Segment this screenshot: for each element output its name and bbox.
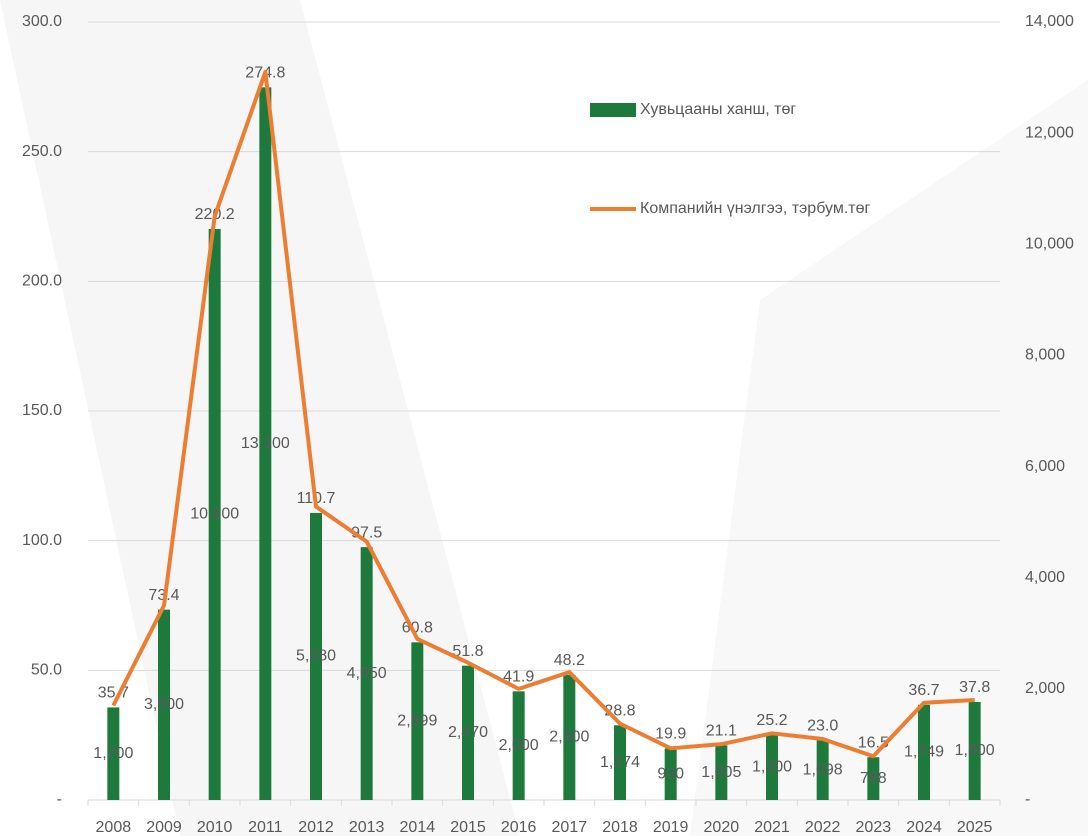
y-tick-label: 250.0 xyxy=(22,143,62,160)
line-value-label: 2,899 xyxy=(397,712,437,729)
x-tick-label: 2016 xyxy=(501,819,537,836)
bar xyxy=(158,609,170,800)
x-tick-label: 2025 xyxy=(957,819,993,836)
line-value-label: 5,280 xyxy=(296,648,336,665)
y2-tick-label: 6,000 xyxy=(1025,458,1065,475)
x-tick-label: 2018 xyxy=(602,819,638,836)
bar xyxy=(208,228,221,800)
line-value-label: 1,005 xyxy=(701,764,741,781)
bar xyxy=(411,642,424,800)
x-tick-label: 2009 xyxy=(146,819,182,836)
line-value-label: 1,800 xyxy=(955,742,995,759)
x-tick-label: 2010 xyxy=(197,819,233,836)
y-tick-label: 300.0 xyxy=(22,13,62,30)
x-tick-label: 2013 xyxy=(349,819,385,836)
bar xyxy=(462,665,474,800)
line-value-label: 10,500 xyxy=(190,506,239,523)
bar-value-label: 51.8 xyxy=(452,643,483,660)
bar xyxy=(918,704,930,800)
x-tick-label: 2017 xyxy=(552,819,588,836)
x-tick-label: 2022 xyxy=(805,819,841,836)
line-value-label: 1,749 xyxy=(904,744,944,761)
bar xyxy=(766,734,778,800)
x-tick-label: 2008 xyxy=(96,819,132,836)
bar xyxy=(107,707,120,800)
bar xyxy=(360,547,373,800)
bar xyxy=(614,725,626,800)
x-tick-label: 2024 xyxy=(906,819,942,836)
bar-value-label: 23.0 xyxy=(807,718,838,735)
bar xyxy=(563,675,576,800)
y2-tick-label: 8,000 xyxy=(1025,347,1065,364)
line-value-label: 1,098 xyxy=(803,761,843,778)
line-value-label: 2,300 xyxy=(549,729,589,746)
line-value-label: 3,500 xyxy=(144,696,184,713)
bar xyxy=(310,512,322,800)
bar-value-label: 41.9 xyxy=(503,669,534,686)
bar xyxy=(867,757,880,800)
line-value-label: 4,650 xyxy=(347,665,387,682)
x-tick-label: 2019 xyxy=(653,819,689,836)
x-tick-label: 2011 xyxy=(248,819,283,836)
bar xyxy=(715,745,728,800)
bar xyxy=(664,748,677,800)
y-tick-label: 200.0 xyxy=(22,273,62,290)
bar-value-label: 21.1 xyxy=(706,722,737,739)
bar-value-label: 37.8 xyxy=(959,679,990,696)
y2-tick-label: 14,000 xyxy=(1025,13,1074,30)
bar-value-label: 19.9 xyxy=(655,726,686,743)
bar-value-label: 36.7 xyxy=(908,682,939,699)
x-tick-label: 2014 xyxy=(400,819,436,836)
y-tick-label: - xyxy=(57,791,62,808)
line-value-label: 788 xyxy=(860,770,887,787)
bar-value-label: 48.2 xyxy=(554,652,585,669)
line xyxy=(111,70,975,759)
line-value-label: 2,000 xyxy=(499,737,539,754)
x-tick-label: 2015 xyxy=(450,819,486,836)
background-shape xyxy=(690,80,1088,836)
x-tick-label: 2020 xyxy=(704,819,740,836)
line-value-label: 1,700 xyxy=(93,745,133,762)
y2-tick-label: 2,000 xyxy=(1025,680,1065,697)
bar xyxy=(259,87,272,801)
bar xyxy=(968,701,981,800)
y2-tick-label: - xyxy=(1025,791,1030,808)
line-value-label: 1,200 xyxy=(752,759,792,776)
bar-value-label: 25.2 xyxy=(756,712,787,729)
y-tick-label: 100.0 xyxy=(22,532,62,549)
line-value-label: 1,374 xyxy=(600,754,640,771)
x-tick-label: 2023 xyxy=(856,819,892,836)
bar xyxy=(512,691,525,800)
y2-tick-label: 10,000 xyxy=(1025,236,1074,253)
line-value-label: 13,100 xyxy=(241,435,290,452)
line-value-label: 930 xyxy=(657,765,684,782)
legend-label: Хувьцааны ханш, төг xyxy=(640,101,796,118)
legend-label: Компанийн үнэлгээ, тэрбум.төг xyxy=(640,200,871,217)
y2-tick-label: 4,000 xyxy=(1025,569,1065,586)
y-tick-label: 50.0 xyxy=(31,662,62,679)
y2-tick-label: 12,000 xyxy=(1025,124,1074,141)
x-tick-label: 2021 xyxy=(754,819,790,836)
legend-swatch xyxy=(590,103,636,117)
bar xyxy=(816,740,829,800)
x-tick-label: 2012 xyxy=(298,819,334,836)
y-tick-label: 150.0 xyxy=(22,402,62,419)
line-value-label: 2,470 xyxy=(448,724,488,741)
